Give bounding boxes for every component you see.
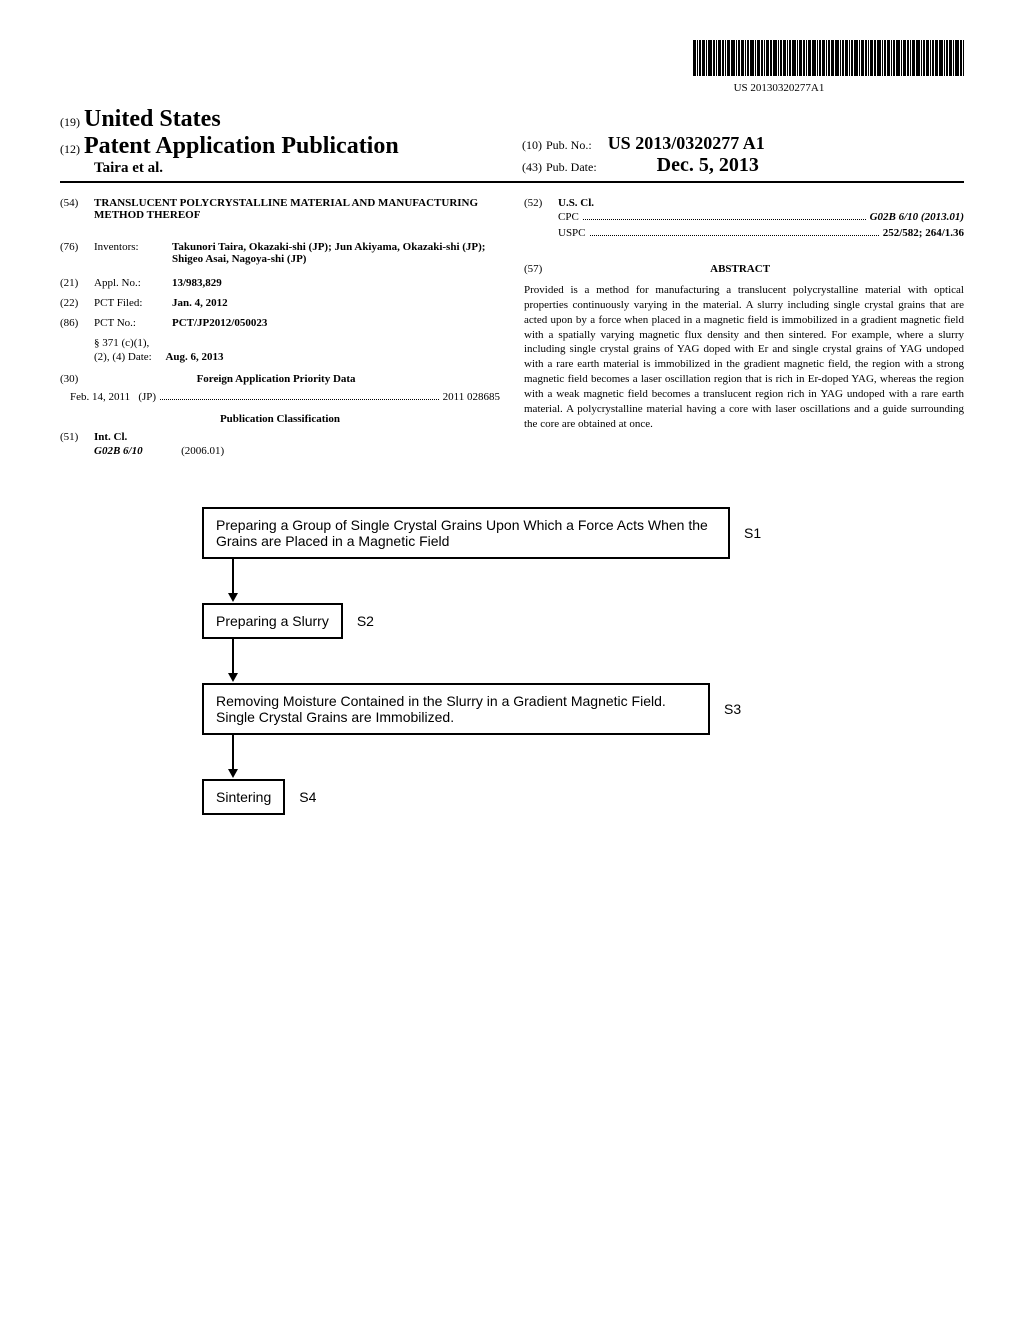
code-22: (22) — [60, 297, 94, 309]
code-86: (86) — [60, 317, 94, 329]
intcl-code: G02B 6/10 — [94, 445, 143, 457]
code-43: (43) — [522, 160, 542, 174]
code-21: (21) — [60, 277, 94, 289]
intcl-row: (51) Int. Cl. — [60, 431, 500, 443]
flow-label-1: S1 — [744, 525, 761, 541]
dots-leader — [590, 227, 879, 236]
flow-box-4: Sintering — [202, 779, 285, 815]
pct-number: PCT/JP2012/050023 — [172, 317, 267, 329]
inventors-row: (76) Inventors: Takunori Taira, Okazaki-… — [60, 241, 500, 265]
foreign-application-number: 2011 028685 — [443, 391, 500, 403]
flow-arrow-2 — [232, 639, 822, 683]
authors-header: Taira et al. — [60, 160, 502, 177]
application-number: 13/983,829 — [172, 277, 222, 289]
intcl-value-row: G02B 6/10 (2006.01) — [60, 445, 500, 457]
abstract-header-row: (57) ABSTRACT — [524, 253, 964, 283]
code-51: (51) — [60, 431, 94, 443]
applno-label: Appl. No.: — [94, 277, 172, 289]
code-54: (54) — [60, 197, 94, 209]
uspc-row: USPC 252/582; 264/1.36 — [524, 227, 964, 239]
pubno-label: Pub. No.: — [546, 138, 592, 152]
inventors-list: Takunori Taira, Okazaki-shi (JP); Jun Ak… — [172, 241, 500, 265]
invention-title: TRANSLUCENT POLYCRYSTALLINE MATERIAL AND… — [94, 197, 500, 221]
section371-row: § 371 (c)(1), — [60, 337, 500, 349]
code-10: (10) — [522, 138, 542, 152]
code-12: (12) — [60, 142, 80, 156]
pctfiled-row: (22) PCT Filed: Jan. 4, 2012 — [60, 297, 500, 309]
abstract-text: Provided is a method for manufacturing a… — [524, 283, 964, 431]
header-rule — [60, 181, 964, 183]
flow-arrow-3 — [232, 735, 822, 779]
barcode-section: US 20130320277A1 — [60, 40, 964, 96]
pubdate-label: Pub. Date: — [546, 160, 597, 174]
flow-label-2: S2 — [357, 613, 374, 629]
foreign-priority-row: Feb. 14, 2011 (JP) 2011 028685 — [60, 391, 500, 403]
code-19: (19) — [60, 115, 80, 129]
publication-type: Patent Application Publication — [84, 133, 399, 159]
intcl-label: Int. Cl. — [94, 431, 127, 443]
flow-step-2: Preparing a Slurry S2 — [202, 603, 822, 639]
section371-date: Aug. 6, 2013 — [165, 351, 223, 363]
barcode-text: US 20130320277A1 — [594, 82, 964, 94]
publication-date: Dec. 5, 2013 — [657, 154, 759, 176]
flow-label-3: S3 — [724, 701, 741, 717]
publication-number: US 2013/0320277 A1 — [608, 133, 765, 153]
section371-date-row: (2), (4) Date: Aug. 6, 2013 — [60, 351, 500, 363]
code-30: (30) — [60, 373, 78, 385]
cpc-value: G02B 6/10 (2013.01) — [870, 211, 964, 223]
code-57: (57) — [524, 263, 542, 275]
pctfiled-label: PCT Filed: — [94, 297, 172, 309]
code-52: (52) — [524, 197, 558, 209]
foreign-date: Feb. 14, 2011 — [70, 391, 130, 403]
flow-box-3: Removing Moisture Contained in the Slurr… — [202, 683, 710, 735]
section371-text: § 371 (c)(1), — [94, 337, 149, 349]
uscl-label: U.S. Cl. — [558, 197, 594, 209]
flow-arrow-1 — [232, 559, 822, 603]
flow-step-3: Removing Moisture Contained in the Slurr… — [202, 683, 822, 735]
applno-row: (21) Appl. No.: 13/983,829 — [60, 277, 500, 289]
foreign-priority-header: Foreign Application Priority Data — [81, 373, 471, 385]
foreign-country: (JP) — [138, 391, 156, 403]
uspc-label: USPC — [558, 227, 586, 239]
flow-box-2: Preparing a Slurry — [202, 603, 343, 639]
right-column: (52) U.S. Cl. CPC G02B 6/10 (2013.01) US… — [524, 197, 964, 457]
dots-leader — [160, 391, 439, 400]
uscl-row: (52) U.S. Cl. — [524, 197, 964, 209]
bibliographic-columns: (54) TRANSLUCENT POLYCRYSTALLINE MATERIA… — [60, 197, 964, 457]
flow-box-1: Preparing a Group of Single Crystal Grai… — [202, 507, 730, 559]
pct-filed-date: Jan. 4, 2012 — [172, 297, 228, 309]
dots-leader — [583, 211, 866, 220]
pctno-label: PCT No.: — [94, 317, 172, 329]
cpc-row: CPC G02B 6/10 (2013.01) — [524, 211, 964, 223]
section371-date-label: (2), (4) Date: — [94, 351, 152, 363]
country: United States — [84, 106, 221, 132]
flowchart: Preparing a Group of Single Crystal Grai… — [202, 507, 822, 815]
cpc-label: CPC — [558, 211, 579, 223]
abstract-header: ABSTRACT — [545, 263, 935, 275]
uspc-value: 252/582; 264/1.36 — [883, 227, 964, 239]
flow-label-4: S4 — [299, 789, 316, 805]
flow-step-4: Sintering S4 — [202, 779, 822, 815]
publication-classification-header: Publication Classification — [60, 413, 500, 425]
inventors-text: Takunori Taira, Okazaki-shi (JP); Jun Ak… — [172, 241, 485, 265]
foreign-priority-header-row: (30) Foreign Application Priority Data — [60, 373, 500, 385]
header-row: (19) United States (12) Patent Applicati… — [60, 106, 964, 177]
inventors-label: Inventors: — [94, 241, 172, 253]
flow-step-1: Preparing a Group of Single Crystal Grai… — [202, 507, 822, 559]
intcl-year: (2006.01) — [181, 445, 224, 457]
barcode-graphic — [60, 40, 964, 76]
pctno-row: (86) PCT No.: PCT/JP2012/050023 — [60, 317, 500, 329]
left-column: (54) TRANSLUCENT POLYCRYSTALLINE MATERIA… — [60, 197, 500, 457]
title-row: (54) TRANSLUCENT POLYCRYSTALLINE MATERIA… — [60, 197, 500, 233]
code-76: (76) — [60, 241, 94, 253]
